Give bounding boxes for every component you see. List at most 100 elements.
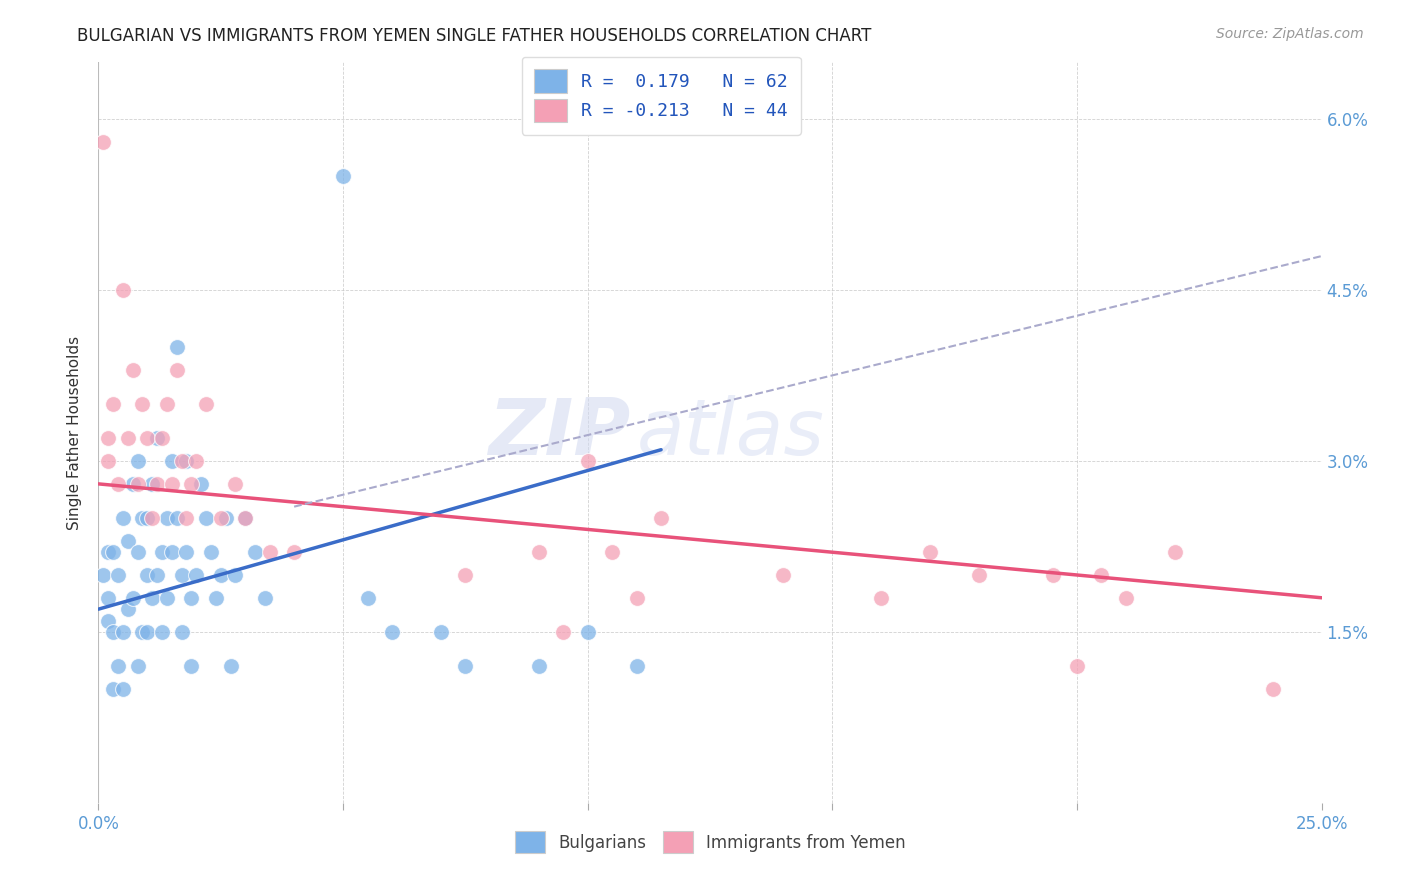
Point: [121, 363, 143, 377]
Point: [117, 431, 139, 445]
Point: [107, 568, 129, 582]
Point: [176, 511, 198, 525]
Point: [170, 454, 193, 468]
Point: [127, 454, 149, 468]
Point: [253, 591, 276, 605]
Point: [101, 681, 124, 696]
Point: [600, 545, 623, 559]
Point: [454, 568, 477, 582]
Point: [136, 511, 159, 525]
Point: [160, 545, 183, 559]
Point: [141, 476, 163, 491]
Point: [121, 476, 143, 491]
Point: [356, 591, 378, 605]
Point: [243, 545, 266, 559]
Point: [150, 545, 173, 559]
Point: [180, 659, 202, 673]
Point: [190, 476, 212, 491]
Point: [136, 568, 159, 582]
Point: [160, 454, 183, 468]
Point: [870, 591, 893, 605]
Point: [150, 624, 173, 639]
Point: [1261, 681, 1284, 696]
Point: [772, 568, 794, 582]
Point: [101, 545, 124, 559]
Text: BULGARIAN VS IMMIGRANTS FROM YEMEN SINGLE FATHER HOUSEHOLDS CORRELATION CHART: BULGARIAN VS IMMIGRANTS FROM YEMEN SINGL…: [77, 27, 872, 45]
Point: [626, 591, 648, 605]
Point: [176, 454, 198, 468]
Point: [111, 283, 134, 297]
Point: [141, 591, 163, 605]
Point: [117, 602, 139, 616]
Point: [576, 454, 599, 468]
Point: [332, 169, 354, 184]
Point: [1042, 568, 1064, 582]
Point: [97, 545, 120, 559]
Point: [101, 397, 124, 411]
Point: [97, 431, 120, 445]
Point: [1090, 568, 1112, 582]
Point: [209, 568, 232, 582]
Point: [127, 476, 149, 491]
Point: [195, 511, 218, 525]
Point: [209, 511, 232, 525]
Point: [205, 591, 228, 605]
Point: [381, 624, 404, 639]
Point: [107, 476, 129, 491]
Point: [160, 476, 183, 491]
Point: [233, 511, 256, 525]
Point: [170, 624, 193, 639]
Point: [146, 476, 169, 491]
Point: [101, 624, 124, 639]
Text: ZIP: ZIP: [488, 394, 630, 471]
Point: [967, 568, 990, 582]
Point: [146, 568, 169, 582]
Point: [259, 545, 281, 559]
Point: [180, 476, 202, 491]
Point: [283, 545, 305, 559]
Point: [156, 511, 179, 525]
Point: [176, 545, 198, 559]
Point: [97, 454, 120, 468]
Point: [214, 511, 236, 525]
Point: [195, 397, 218, 411]
Point: [219, 659, 242, 673]
Point: [150, 431, 173, 445]
Point: [454, 659, 477, 673]
Point: [1066, 659, 1088, 673]
Point: [131, 624, 153, 639]
Point: [107, 659, 129, 673]
Point: [576, 624, 599, 639]
Point: [166, 340, 188, 354]
Y-axis label: Single Father Households: Single Father Households: [67, 335, 83, 530]
Point: [186, 568, 208, 582]
Point: [527, 659, 550, 673]
Point: [121, 591, 143, 605]
Point: [920, 545, 942, 559]
Point: [117, 533, 139, 548]
Point: [650, 511, 672, 525]
Point: [224, 568, 246, 582]
Point: [111, 511, 134, 525]
Point: [141, 511, 163, 525]
Point: [553, 624, 575, 639]
Point: [156, 397, 179, 411]
Point: [430, 624, 453, 639]
Point: [180, 591, 202, 605]
Point: [166, 511, 188, 525]
Point: [127, 659, 149, 673]
Point: [97, 614, 120, 628]
Point: [166, 363, 188, 377]
Point: [111, 681, 134, 696]
Text: Source: ZipAtlas.com: Source: ZipAtlas.com: [1216, 27, 1364, 41]
Point: [131, 397, 153, 411]
Point: [1164, 545, 1187, 559]
Point: [233, 511, 256, 525]
Point: [91, 568, 114, 582]
Point: [1115, 591, 1137, 605]
Point: [626, 659, 648, 673]
Legend: Bulgarians, Immigrants from Yemen: Bulgarians, Immigrants from Yemen: [506, 823, 914, 861]
Point: [200, 545, 222, 559]
Point: [136, 624, 159, 639]
Point: [156, 591, 179, 605]
